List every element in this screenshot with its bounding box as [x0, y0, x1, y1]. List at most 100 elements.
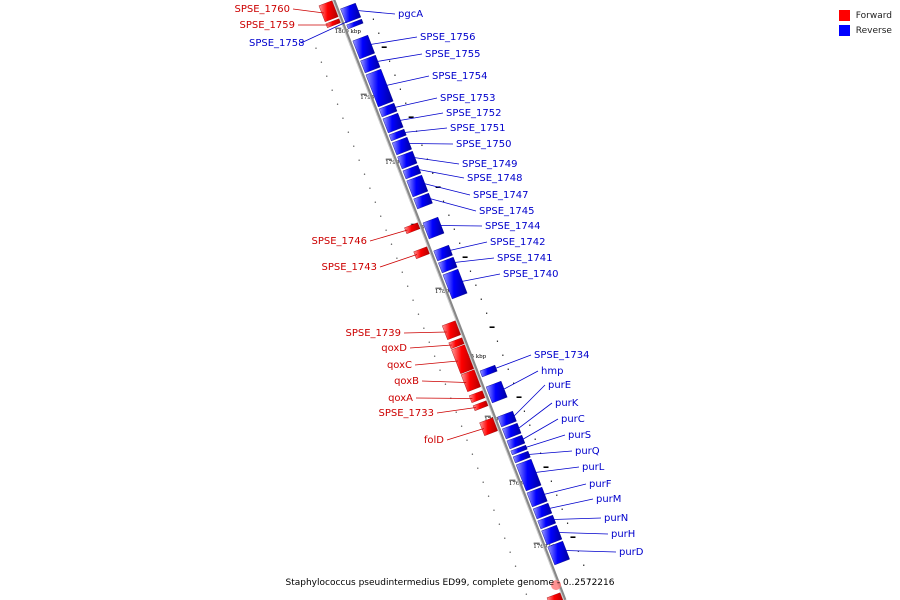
gene-SPSE_1746[interactable] [404, 222, 421, 235]
leader-line [525, 434, 566, 448]
gene-label-SPSE_1754[interactable]: SPSE_1754 [432, 71, 488, 82]
gene-label-purE[interactable]: purE [548, 380, 571, 391]
gene-label-folD[interactable]: folD [424, 435, 444, 446]
gene-label-purF[interactable]: purF [589, 479, 612, 490]
gene-label-SPSE_1749[interactable]: SPSE_1749 [462, 159, 518, 170]
leader-line [503, 370, 539, 390]
gene-SPSE_1740[interactable] [442, 268, 468, 300]
gene-qoxC[interactable] [451, 344, 475, 375]
minor-dot [520, 579, 522, 581]
gene-label-SPSE_1733[interactable]: SPSE_1733 [379, 408, 435, 419]
gene-label-SPSE_1744[interactable]: SPSE_1744 [485, 221, 541, 232]
gene-SPSE_1747[interactable] [406, 174, 429, 198]
gene-SPSE_1749[interactable] [397, 150, 418, 170]
gene-label-purD[interactable]: purD [619, 547, 644, 558]
gene-SPSE_1748[interactable] [402, 164, 422, 180]
gene-SPSE_1742[interactable] [433, 244, 453, 262]
gene-label-qoxA[interactable]: qoxA [388, 393, 413, 404]
gene-label-SPSE_1750[interactable]: SPSE_1750 [456, 139, 512, 150]
gene-label-SPSE_1758[interactable]: SPSE_1758 [249, 38, 305, 49]
gene-label-SPSE_1741[interactable]: SPSE_1741 [497, 253, 553, 264]
gene-purS[interactable] [510, 444, 528, 456]
minor-dot [466, 439, 468, 441]
gene-SPSE_1750[interactable] [391, 136, 412, 156]
gene-purF[interactable] [526, 486, 548, 508]
gene-label-SPSE_1752[interactable]: SPSE_1752 [446, 108, 502, 119]
gene-label-SPSE_1756[interactable]: SPSE_1756 [420, 32, 476, 43]
gene-label-qoxD[interactable]: qoxD [381, 343, 407, 354]
gene-label-purK[interactable]: purK [555, 398, 579, 409]
gene-SPSE_1739[interactable] [441, 320, 461, 341]
gene-folD[interactable] [479, 417, 498, 437]
minor-dot [331, 89, 333, 91]
minor-dot [428, 341, 430, 343]
gene-SPSE_1754[interactable] [365, 68, 394, 108]
gene-SPSE_1733[interactable] [472, 400, 489, 412]
gene-SPSE_1751[interactable] [388, 128, 407, 142]
gene-label-SPSE_1743[interactable]: SPSE_1743 [322, 262, 378, 273]
gene-label-purS[interactable]: purS [568, 430, 591, 441]
gene-SPSE_1741[interactable] [438, 256, 458, 274]
gene-label-purC[interactable]: purC [561, 414, 585, 425]
gene-label-qoxB[interactable]: qoxB [394, 376, 419, 387]
leader-line [558, 532, 609, 535]
gene-pgcA[interactable] [340, 2, 362, 24]
gene-purE[interactable] [497, 410, 517, 428]
gene-SPSE_1760[interactable] [318, 0, 339, 23]
gene-SPSE_1756[interactable] [352, 34, 375, 60]
gene-purC[interactable] [506, 434, 526, 450]
gene-label-SPSE_1760[interactable]: SPSE_1760 [235, 4, 291, 15]
leader-line [553, 517, 602, 520]
gene-label-SPSE_1747[interactable]: SPSE_1747 [473, 190, 529, 201]
gene-label-SPSE_1739[interactable]: SPSE_1739 [346, 328, 402, 339]
minor-dot [369, 187, 371, 189]
gene-label-SPSE_1751[interactable]: SPSE_1751 [450, 123, 506, 134]
gene-label-SPSE_1753[interactable]: SPSE_1753 [440, 93, 496, 104]
gene-purK[interactable] [502, 422, 522, 440]
minor-dot [406, 285, 409, 287]
gene-label-purL[interactable]: purL [582, 462, 605, 473]
minor-dot [417, 313, 420, 315]
minor-dot [385, 229, 387, 231]
gene-SPSE_1743[interactable] [413, 246, 430, 260]
gene-label-purM[interactable]: purM [596, 494, 621, 505]
gene-purN[interactable] [537, 514, 557, 530]
backbone-line [332, 0, 567, 600]
gene-SPSE_1758[interactable] [346, 18, 364, 30]
gene-label-SPSE_1748[interactable]: SPSE_1748 [467, 173, 523, 184]
gene-purQ[interactable] [512, 450, 531, 464]
gene-qoxB[interactable] [460, 369, 481, 393]
gene-SPSE_1744[interactable] [422, 216, 445, 240]
gene-label-SPSE_1740[interactable]: SPSE_1740 [503, 269, 559, 280]
gene-qoxD[interactable] [448, 337, 465, 350]
gene-label-hmp[interactable]: hmp [541, 366, 563, 377]
gene-label-purH[interactable]: purH [611, 529, 635, 540]
gene-SPSE_1745[interactable] [413, 192, 433, 210]
gene-label-SPSE_1755[interactable]: SPSE_1755 [425, 49, 481, 60]
gene-SPSE_1752[interactable] [382, 112, 404, 134]
gene-SPSE_1759[interactable] [325, 18, 341, 29]
leader-line [409, 344, 452, 349]
gene-hmp[interactable] [485, 380, 508, 404]
gene-SPSE_1734[interactable] [479, 364, 498, 378]
gene-label-purQ[interactable]: purQ [575, 446, 600, 457]
gene-label-SPSE_1759[interactable]: SPSE_1759 [240, 20, 296, 31]
gene-purL[interactable] [515, 458, 542, 492]
gene-purD[interactable] [547, 540, 570, 566]
gene-label-qoxC[interactable]: qoxC [387, 360, 412, 371]
gene-qoxA[interactable] [468, 390, 486, 404]
gene-SPSE_1753[interactable] [378, 102, 398, 118]
gene-label-SPSE_1746[interactable]: SPSE_1746 [312, 236, 368, 247]
gene-label-pgcA[interactable]: pgcA [398, 9, 423, 20]
gene-label-SPSE_1742[interactable]: SPSE_1742 [490, 237, 546, 248]
gene-partial[interactable] [546, 592, 564, 600]
gene-purM[interactable] [532, 502, 553, 520]
leader-line [461, 273, 501, 282]
gene-label-purN[interactable]: purN [604, 513, 628, 524]
gene-label-SPSE_1745[interactable]: SPSE_1745 [479, 206, 535, 217]
gene-SPSE_1755[interactable] [360, 54, 381, 74]
gene-label-SPSE_1734[interactable]: SPSE_1734 [534, 350, 590, 361]
tick-label: 1780 kbp [435, 289, 462, 295]
gene-purH[interactable] [541, 524, 563, 546]
